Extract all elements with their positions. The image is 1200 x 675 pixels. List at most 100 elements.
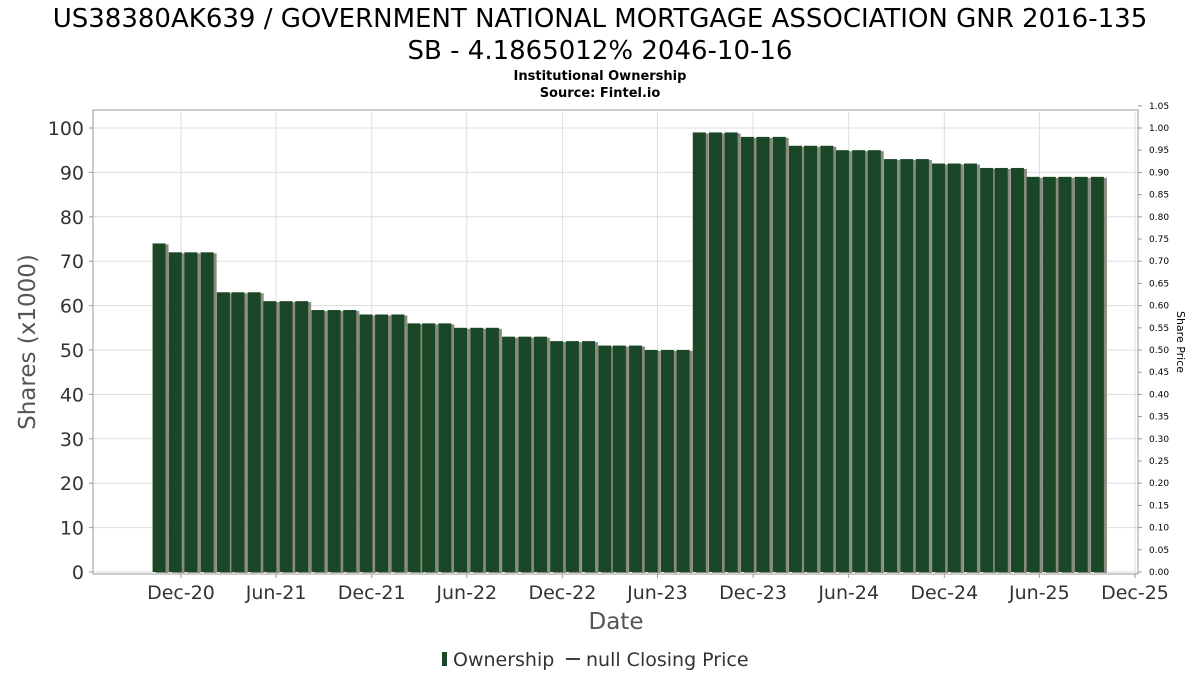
x-tick-label: Jun-25 bbox=[1008, 582, 1070, 604]
x-axis: Dec-20 Jun-21 Dec-21 Jun-22 Dec-22 Jun-23 Dec-… bbox=[93, 573, 1169, 604]
chart-subtitle: Institutional Ownership bbox=[514, 69, 687, 84]
left-axis: 0 10 20 30 40 50 60 70 80 90 100 bbox=[48, 110, 94, 584]
right-tick-label: 0.50 bbox=[1149, 346, 1169, 356]
right-tick-label: 0.55 bbox=[1149, 324, 1169, 334]
right-tick-label: 0.15 bbox=[1149, 501, 1169, 511]
bar bbox=[565, 341, 579, 572]
bar bbox=[947, 163, 961, 572]
right-tick-label: 0.80 bbox=[1149, 213, 1169, 223]
bar bbox=[454, 327, 468, 572]
right-tick-label: 0.40 bbox=[1149, 390, 1169, 400]
y-tick-label: 90 bbox=[60, 162, 84, 184]
chart-source: Source: Fintel.io bbox=[540, 86, 661, 101]
right-tick-label: 0.30 bbox=[1149, 435, 1169, 445]
y-tick-label: 40 bbox=[60, 384, 84, 406]
bar bbox=[1074, 176, 1088, 572]
right-tick-label: 0.00 bbox=[1149, 568, 1169, 578]
y-tick-label: 0 bbox=[72, 562, 84, 584]
bar bbox=[788, 145, 802, 572]
y-axis-label: Shares (x1000) bbox=[15, 254, 41, 430]
bar bbox=[1042, 176, 1056, 572]
y-tick-label: 80 bbox=[60, 207, 84, 229]
bar bbox=[485, 327, 499, 572]
bar bbox=[152, 243, 166, 572]
x-tick-label: Dec-21 bbox=[338, 582, 406, 604]
bar bbox=[184, 252, 198, 572]
right-tick-label: 0.75 bbox=[1149, 235, 1169, 245]
y-tick-label: 70 bbox=[60, 251, 84, 273]
x-tick-label: Dec-24 bbox=[910, 582, 978, 604]
x-tick-label: Dec-25 bbox=[1101, 582, 1169, 604]
x-axis-label: Date bbox=[589, 609, 644, 635]
bar bbox=[740, 136, 754, 572]
legend-price-label: null Closing Price bbox=[586, 649, 749, 671]
bar bbox=[724, 132, 738, 572]
right-tick-label: 0.90 bbox=[1149, 168, 1169, 178]
bar bbox=[900, 159, 914, 572]
right-tick-label: 0.95 bbox=[1149, 146, 1169, 156]
right-tick-label: 0.70 bbox=[1149, 257, 1169, 267]
bar bbox=[883, 159, 897, 572]
bar bbox=[438, 323, 452, 572]
bar bbox=[359, 314, 373, 572]
bar bbox=[1026, 176, 1040, 572]
legend: Ownership null Closing Price bbox=[442, 649, 749, 671]
bar bbox=[311, 310, 325, 572]
bar bbox=[676, 350, 690, 572]
bar-series bbox=[152, 132, 1107, 573]
bar bbox=[295, 301, 309, 572]
x-tick-label: Dec-20 bbox=[147, 582, 215, 604]
right-axis-label: Share Price bbox=[1174, 311, 1187, 373]
bar bbox=[852, 150, 866, 572]
bar bbox=[582, 341, 596, 572]
right-tick-label: 0.10 bbox=[1149, 524, 1169, 534]
right-tick-label: 0.85 bbox=[1149, 191, 1169, 201]
bar bbox=[708, 132, 722, 572]
bar bbox=[644, 350, 658, 572]
bar bbox=[168, 252, 182, 572]
y-tick-label: 30 bbox=[60, 429, 84, 451]
chart-title-line1: US38380AK639 / GOVERNMENT NATIONAL MORTG… bbox=[53, 4, 1148, 34]
right-tick-label: 0.60 bbox=[1149, 302, 1169, 312]
bar bbox=[629, 345, 643, 572]
bar bbox=[660, 350, 674, 572]
bar bbox=[820, 145, 834, 572]
y-tick-label: 50 bbox=[60, 340, 84, 362]
bar bbox=[772, 136, 786, 572]
bar bbox=[343, 310, 357, 572]
right-tick-label: 0.45 bbox=[1149, 368, 1169, 378]
y-tick-label: 10 bbox=[60, 518, 84, 540]
bar bbox=[422, 323, 436, 572]
bar bbox=[932, 163, 946, 572]
bar bbox=[470, 327, 484, 572]
bar bbox=[867, 150, 881, 572]
right-tick-label: 0.35 bbox=[1149, 413, 1169, 423]
bar bbox=[804, 145, 818, 572]
bar bbox=[263, 301, 277, 572]
bar bbox=[550, 341, 564, 572]
bar bbox=[231, 292, 245, 572]
bar bbox=[1010, 167, 1024, 572]
right-tick-label: 1.05 bbox=[1149, 102, 1169, 112]
chart-title-line2: SB - 4.1865012% 2046-10-16 bbox=[408, 36, 793, 66]
bar bbox=[375, 314, 389, 572]
bar bbox=[279, 301, 293, 572]
right-tick-label: 0.25 bbox=[1149, 457, 1169, 467]
bar bbox=[200, 252, 214, 572]
bar bbox=[692, 132, 706, 572]
bar bbox=[391, 314, 405, 572]
bar bbox=[980, 167, 994, 572]
bar bbox=[247, 292, 261, 572]
right-tick-label: 0.05 bbox=[1149, 546, 1169, 556]
bar bbox=[502, 336, 516, 572]
bar bbox=[1090, 176, 1104, 572]
y-tick-label: 20 bbox=[60, 473, 84, 495]
x-tick-label: Jun-23 bbox=[626, 582, 688, 604]
bar bbox=[216, 292, 230, 572]
legend-ownership-label: Ownership bbox=[453, 649, 554, 671]
x-tick-label: Jun-24 bbox=[817, 582, 879, 604]
legend-ownership-swatch bbox=[442, 652, 447, 666]
x-tick-label: Dec-22 bbox=[528, 582, 596, 604]
bar bbox=[533, 336, 547, 572]
